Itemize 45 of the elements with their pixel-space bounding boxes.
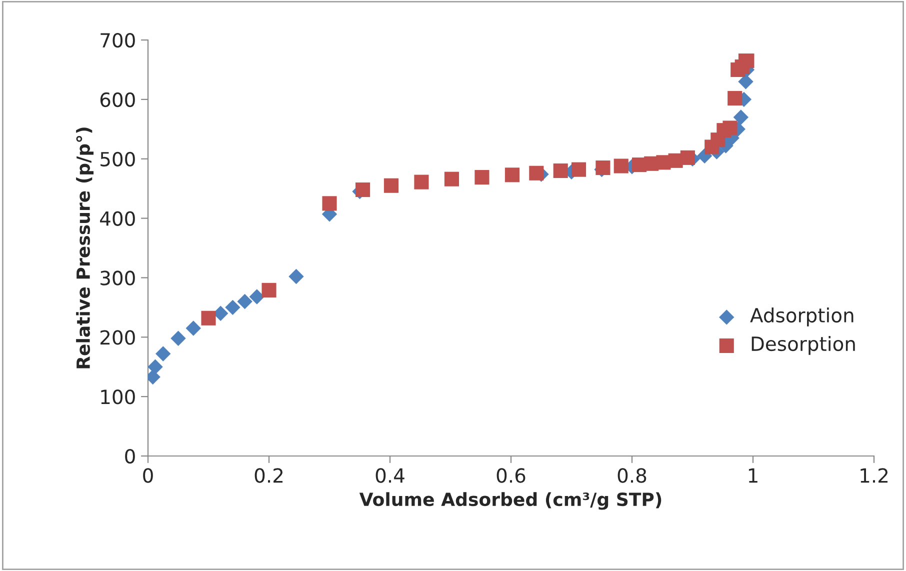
legend-label: Desorption [752,336,855,355]
point [249,289,265,304]
legend-label: Adsorption [750,308,854,326]
point [262,282,276,298]
y-tick-label: 600 [100,92,135,108]
x-axis-title: Volume Adsorbed (cm³/g STP) [359,492,662,510]
x-tick-label: 0.4 [376,468,404,483]
y-tick-label: 200 [100,330,135,345]
y-tick-label: 300 [100,270,135,286]
point [156,346,171,362]
point [474,170,490,185]
x-tick-label: 0.6 [496,468,526,483]
y-tick-label: 0 [125,448,135,464]
y-axis-title: Relative Pressure (p/p°) [76,128,94,368]
point [237,294,252,310]
point [201,310,216,326]
y-tick-label: 100 [101,390,135,404]
point [288,268,304,284]
x-tick-label: 1 [748,468,758,483]
point [680,150,695,165]
point [170,330,186,346]
y-tick-label: 500 [100,152,135,167]
point [614,158,628,174]
point [571,162,586,177]
x-tick-label: 0.2 [254,468,283,483]
point [186,320,201,336]
point [384,178,398,193]
x-tick-label: 0.8 [618,468,646,483]
point [553,163,568,178]
point [722,120,738,136]
y-tick-label: 700 [100,32,135,48]
point [738,74,754,90]
y-tick-label: 400 [100,211,135,226]
point [355,182,370,198]
point [148,359,163,374]
x-tick-label: 1.2 [860,468,888,483]
point [414,174,429,190]
point [529,166,544,180]
point [733,110,749,125]
point [322,196,337,211]
point [504,168,520,182]
point [728,90,742,106]
point [225,300,240,316]
x-tick-label: 0 [143,468,153,483]
point [444,172,459,186]
